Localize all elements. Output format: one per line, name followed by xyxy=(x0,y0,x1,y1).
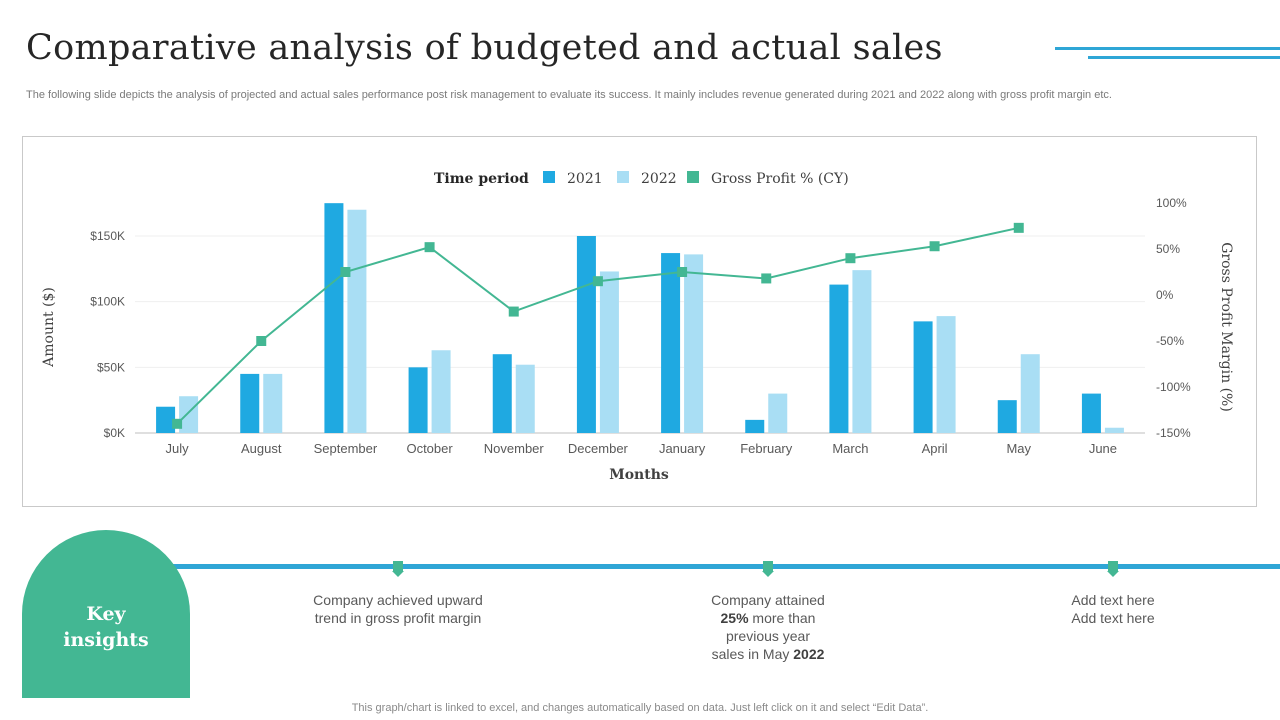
bar-2022 xyxy=(179,396,199,433)
x-tick-label: April xyxy=(922,441,948,456)
y2-tick-label: 100% xyxy=(1156,196,1187,210)
insight-3-line-2[interactable]: Add text here xyxy=(1071,610,1155,626)
combo-chart[interactable]: $0K $50K $100K $150K -150% -100% -50% 0% 50% 100%… xyxy=(23,137,1258,508)
gross-profit-point xyxy=(256,336,267,346)
key-insights-label: Key insights xyxy=(63,603,149,651)
x-tick-label: September xyxy=(314,441,378,456)
decorative-line-top xyxy=(1055,47,1280,50)
bar-2021 xyxy=(408,367,428,433)
bar-2021 xyxy=(661,253,681,433)
footer-note: This graph/chart is linked to excel, and… xyxy=(351,702,929,714)
bar-2021 xyxy=(492,354,512,433)
insight-2-line-2: more than xyxy=(748,610,816,626)
decorative-line-bottom xyxy=(1088,56,1280,59)
insight-2-text: Company attained 25% more than previous … xyxy=(673,591,863,663)
bar-2021 xyxy=(240,373,260,433)
x-tick-label: June xyxy=(1089,441,1117,456)
bar-2022 xyxy=(852,270,872,433)
legend-2022-swatch xyxy=(617,171,629,183)
gross-profit-point xyxy=(508,306,519,317)
page-subtitle: The following slide depicts the analysis… xyxy=(26,89,1112,101)
insight-2-line-4: sales in May xyxy=(711,646,794,662)
insight-2-line-1: Company attained xyxy=(711,592,825,608)
insight-1-body: Company achieved upward trend in gross p… xyxy=(313,592,483,626)
bar-2022 xyxy=(515,364,535,433)
gross-profit-line xyxy=(176,226,1019,425)
bar-2022 xyxy=(347,209,367,433)
bar-2021 xyxy=(324,203,344,433)
bar-2021 xyxy=(156,406,176,433)
y2-tick-label: -100% xyxy=(1156,380,1191,394)
insight-3-text[interactable]: Add text here Add text here xyxy=(1018,591,1208,627)
insight-1-text: Company achieved upward trend in gross p… xyxy=(303,591,493,627)
x-tick-label: February xyxy=(740,441,793,456)
x-axis-title: Months xyxy=(609,467,669,483)
bar-2021 xyxy=(997,400,1017,433)
gross-profit-point xyxy=(929,241,940,252)
legend-gross-profit-swatch xyxy=(687,171,699,183)
bar-2021 xyxy=(913,321,933,433)
x-tick-label: August xyxy=(241,441,282,456)
x-tick-label: January xyxy=(659,441,706,456)
key-insights-badge: Key insights xyxy=(22,530,190,698)
bar-2021 xyxy=(745,419,765,433)
gross-profit-point xyxy=(340,267,351,277)
y2-axis-title: Gross Profit Margin (%) xyxy=(1218,242,1234,412)
gross-profit-point xyxy=(424,242,435,253)
legend-gross-profit-label: Gross Profit % (CY) xyxy=(711,171,849,187)
gross-profit-point xyxy=(592,276,603,287)
insight-2-line-3: previous year xyxy=(725,628,811,644)
y-tick-label: $150K xyxy=(90,229,125,243)
bar-2022 xyxy=(1104,427,1124,433)
x-tick-label: March xyxy=(832,441,868,456)
legend-2021-label: 2021 xyxy=(567,171,603,187)
insight-2-percent: 25% xyxy=(720,610,749,626)
y-axis-title: Amount ($) xyxy=(41,287,57,368)
insight-2-year: 2022 xyxy=(793,646,825,662)
legend-title: Time period xyxy=(434,171,529,187)
bar-2022 xyxy=(431,350,451,433)
bar-2021 xyxy=(1081,393,1101,433)
bar-2022 xyxy=(263,373,283,433)
bar-2022 xyxy=(599,271,619,433)
y2-tick-label: 0% xyxy=(1156,288,1174,302)
page-title: Comparative analysis of budgeted and act… xyxy=(26,28,943,68)
y2-tick-label: -150% xyxy=(1156,426,1191,440)
x-tick-label: May xyxy=(1006,441,1031,456)
gross-profit-point xyxy=(1013,222,1024,233)
insight-3-line-1[interactable]: Add text here xyxy=(1071,592,1155,608)
gross-profit-point xyxy=(761,273,772,284)
x-tick-label: October xyxy=(406,441,453,456)
bar-2021 xyxy=(829,284,849,433)
gross-profit-point xyxy=(677,267,688,277)
bar-2022 xyxy=(768,393,788,433)
chart-container[interactable]: $0K $50K $100K $150K -150% -100% -50% 0% 50% 100%… xyxy=(22,136,1257,507)
legend-2021-swatch xyxy=(543,171,555,183)
bar-2022 xyxy=(936,316,956,433)
y-tick-label: $100K xyxy=(90,295,125,309)
x-tick-label: July xyxy=(166,441,190,456)
legend-2022-label: 2022 xyxy=(641,171,677,187)
bar-2021 xyxy=(576,236,596,433)
x-tick-label: December xyxy=(568,441,629,456)
y-tick-label: $50K xyxy=(97,360,125,374)
insights-timeline-line xyxy=(170,564,1280,569)
gross-profit-point xyxy=(172,418,183,429)
gross-profit-point xyxy=(845,253,856,264)
x-tick-label: November xyxy=(484,441,545,456)
y2-tick-label: -50% xyxy=(1156,334,1184,348)
bar-2022 xyxy=(1020,354,1040,433)
y-tick-label: $0K xyxy=(104,426,125,440)
y2-tick-label: 50% xyxy=(1156,242,1180,256)
bar-2022 xyxy=(684,254,704,433)
